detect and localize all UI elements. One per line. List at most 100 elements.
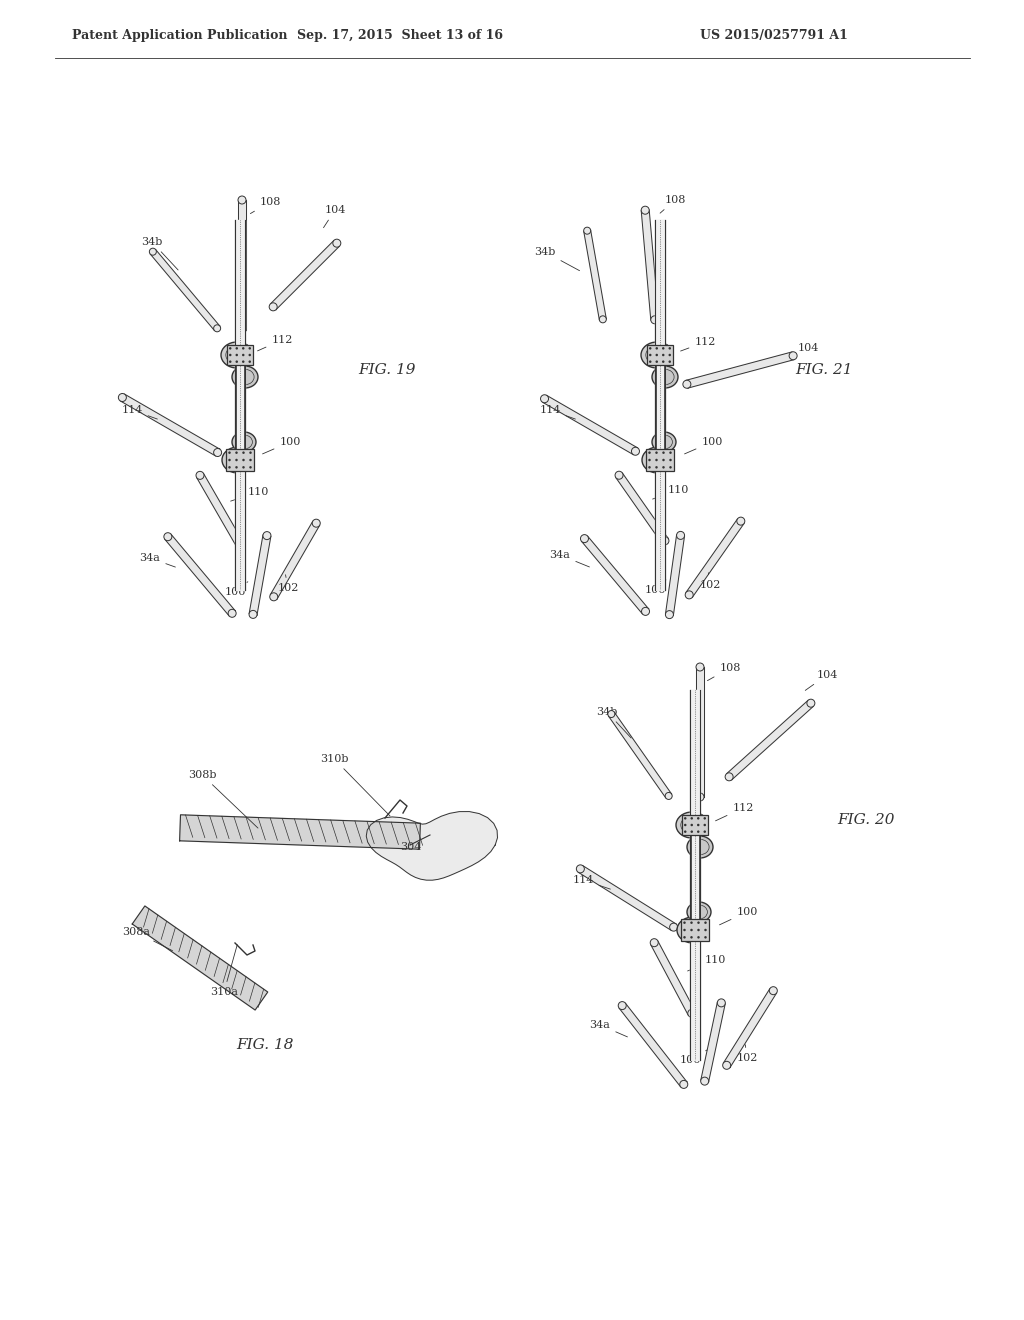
Ellipse shape bbox=[662, 347, 665, 350]
Ellipse shape bbox=[312, 519, 321, 527]
Ellipse shape bbox=[615, 471, 623, 479]
Ellipse shape bbox=[541, 395, 549, 403]
Polygon shape bbox=[655, 220, 665, 590]
Polygon shape bbox=[197, 474, 244, 546]
Ellipse shape bbox=[242, 347, 245, 350]
Ellipse shape bbox=[663, 459, 665, 461]
Ellipse shape bbox=[683, 929, 686, 931]
Ellipse shape bbox=[618, 1002, 627, 1010]
Text: 102: 102 bbox=[699, 573, 721, 590]
Ellipse shape bbox=[648, 459, 650, 461]
Ellipse shape bbox=[680, 1080, 688, 1089]
Text: 112: 112 bbox=[716, 803, 754, 821]
Polygon shape bbox=[179, 814, 421, 849]
Text: 110: 110 bbox=[230, 487, 268, 502]
Text: 106: 106 bbox=[679, 1049, 707, 1065]
Ellipse shape bbox=[669, 347, 671, 350]
Ellipse shape bbox=[690, 817, 693, 820]
Ellipse shape bbox=[236, 459, 238, 461]
Ellipse shape bbox=[243, 466, 245, 469]
Bar bbox=[681, 919, 709, 941]
Ellipse shape bbox=[641, 206, 649, 214]
Ellipse shape bbox=[684, 830, 686, 833]
Text: Sep. 17, 2015  Sheet 13 of 16: Sep. 17, 2015 Sheet 13 of 16 bbox=[297, 29, 503, 41]
Ellipse shape bbox=[807, 700, 815, 708]
Ellipse shape bbox=[649, 354, 651, 356]
Ellipse shape bbox=[232, 432, 256, 451]
Ellipse shape bbox=[700, 1077, 709, 1085]
Ellipse shape bbox=[196, 471, 204, 479]
Polygon shape bbox=[690, 690, 700, 1060]
Ellipse shape bbox=[236, 451, 238, 454]
Polygon shape bbox=[249, 535, 271, 615]
Ellipse shape bbox=[677, 917, 709, 942]
Ellipse shape bbox=[703, 824, 706, 826]
Ellipse shape bbox=[690, 824, 693, 826]
Ellipse shape bbox=[642, 447, 674, 473]
Ellipse shape bbox=[655, 354, 658, 356]
Polygon shape bbox=[686, 352, 795, 388]
Polygon shape bbox=[690, 690, 700, 1060]
Ellipse shape bbox=[652, 432, 676, 451]
Ellipse shape bbox=[684, 817, 686, 820]
Ellipse shape bbox=[666, 792, 672, 800]
Polygon shape bbox=[584, 230, 606, 319]
Ellipse shape bbox=[214, 325, 220, 331]
Polygon shape bbox=[579, 866, 676, 931]
Ellipse shape bbox=[662, 354, 665, 356]
Text: 34a: 34a bbox=[590, 1020, 628, 1038]
Text: 104: 104 bbox=[324, 205, 346, 227]
Ellipse shape bbox=[648, 451, 650, 454]
Polygon shape bbox=[608, 711, 672, 799]
Polygon shape bbox=[234, 220, 245, 590]
Ellipse shape bbox=[641, 342, 673, 368]
Ellipse shape bbox=[581, 535, 589, 543]
Polygon shape bbox=[723, 989, 777, 1068]
Text: 114: 114 bbox=[121, 405, 158, 418]
Ellipse shape bbox=[228, 466, 230, 469]
Text: 112: 112 bbox=[681, 337, 716, 351]
Text: 34b: 34b bbox=[596, 708, 631, 738]
Text: 34b: 34b bbox=[141, 238, 178, 271]
Ellipse shape bbox=[655, 466, 657, 469]
Ellipse shape bbox=[249, 354, 251, 356]
Text: FIG. 19: FIG. 19 bbox=[358, 363, 416, 378]
Ellipse shape bbox=[608, 710, 614, 718]
Ellipse shape bbox=[229, 360, 231, 363]
Ellipse shape bbox=[249, 360, 251, 363]
Ellipse shape bbox=[690, 830, 693, 833]
Ellipse shape bbox=[269, 302, 278, 310]
Ellipse shape bbox=[164, 533, 172, 541]
Ellipse shape bbox=[263, 532, 271, 540]
Ellipse shape bbox=[236, 360, 238, 363]
Ellipse shape bbox=[236, 347, 238, 350]
Text: 100: 100 bbox=[262, 437, 301, 454]
Ellipse shape bbox=[723, 1061, 731, 1069]
Ellipse shape bbox=[229, 354, 231, 356]
Ellipse shape bbox=[333, 239, 341, 247]
Ellipse shape bbox=[652, 366, 678, 388]
Ellipse shape bbox=[683, 921, 686, 924]
Ellipse shape bbox=[232, 366, 258, 388]
Polygon shape bbox=[666, 535, 684, 615]
Bar bbox=[647, 345, 673, 366]
Ellipse shape bbox=[670, 451, 672, 454]
Text: 34a: 34a bbox=[550, 550, 590, 568]
Bar bbox=[682, 814, 708, 836]
Ellipse shape bbox=[687, 836, 713, 858]
Polygon shape bbox=[696, 667, 705, 797]
Ellipse shape bbox=[249, 610, 257, 618]
Polygon shape bbox=[367, 812, 498, 880]
Ellipse shape bbox=[690, 921, 693, 924]
Ellipse shape bbox=[651, 315, 658, 323]
Ellipse shape bbox=[663, 466, 665, 469]
Text: US 2015/0257791 A1: US 2015/0257791 A1 bbox=[700, 29, 848, 41]
Ellipse shape bbox=[662, 360, 665, 363]
Text: 310b: 310b bbox=[319, 754, 390, 816]
Text: 108: 108 bbox=[708, 663, 740, 681]
Ellipse shape bbox=[687, 902, 711, 921]
Text: FIG. 21: FIG. 21 bbox=[795, 363, 853, 378]
Text: 106: 106 bbox=[224, 582, 248, 597]
Ellipse shape bbox=[676, 812, 708, 838]
Text: 100: 100 bbox=[685, 437, 723, 454]
